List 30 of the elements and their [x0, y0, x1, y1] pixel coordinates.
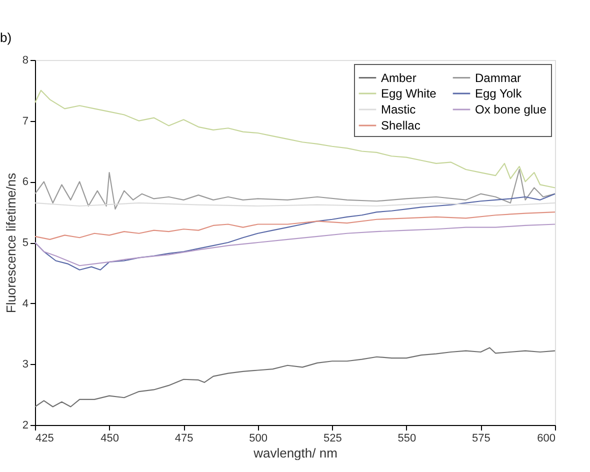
x-tick-label: 550: [398, 432, 416, 444]
legend-label: Ox bone glue: [475, 102, 547, 116]
line-series: [34, 347, 556, 408]
y-tick-label: 8: [22, 54, 28, 66]
x-tick-label: 425: [36, 432, 54, 444]
line-series: [34, 224, 556, 266]
x-tick-label: 575: [472, 432, 490, 444]
y-axis-title: Fluorescence lifetime/ns: [3, 172, 18, 314]
x-tick-label: 450: [100, 432, 119, 444]
y-tick-label: 6: [22, 176, 28, 188]
y-tick-label: 4: [22, 298, 28, 310]
x-tick-label: 600: [537, 432, 556, 444]
text: b): [0, 30, 12, 45]
y-tick-label: 2: [22, 420, 28, 432]
legend-label: Egg Yolk: [475, 86, 523, 100]
y-tick-label: 3: [22, 358, 28, 371]
line-series: [34, 168, 556, 210]
line-series: [34, 90, 556, 188]
y-tick-label: 5: [22, 237, 28, 249]
legend-label: Egg White: [381, 86, 437, 100]
y-tick-label: 7: [22, 115, 28, 128]
x-tick-label: 475: [174, 432, 194, 444]
legend-label: Mastic: [381, 102, 416, 116]
line-series: [34, 212, 556, 240]
legend-label: Dammar: [475, 70, 522, 85]
x-tick-label: 500: [249, 432, 268, 444]
legend-label: Amber: [381, 70, 416, 85]
x-tick-label: 525: [323, 432, 342, 444]
x-axis-title: wavlength/ nm: [252, 446, 338, 460]
legend-label: Shellac: [381, 118, 420, 132]
